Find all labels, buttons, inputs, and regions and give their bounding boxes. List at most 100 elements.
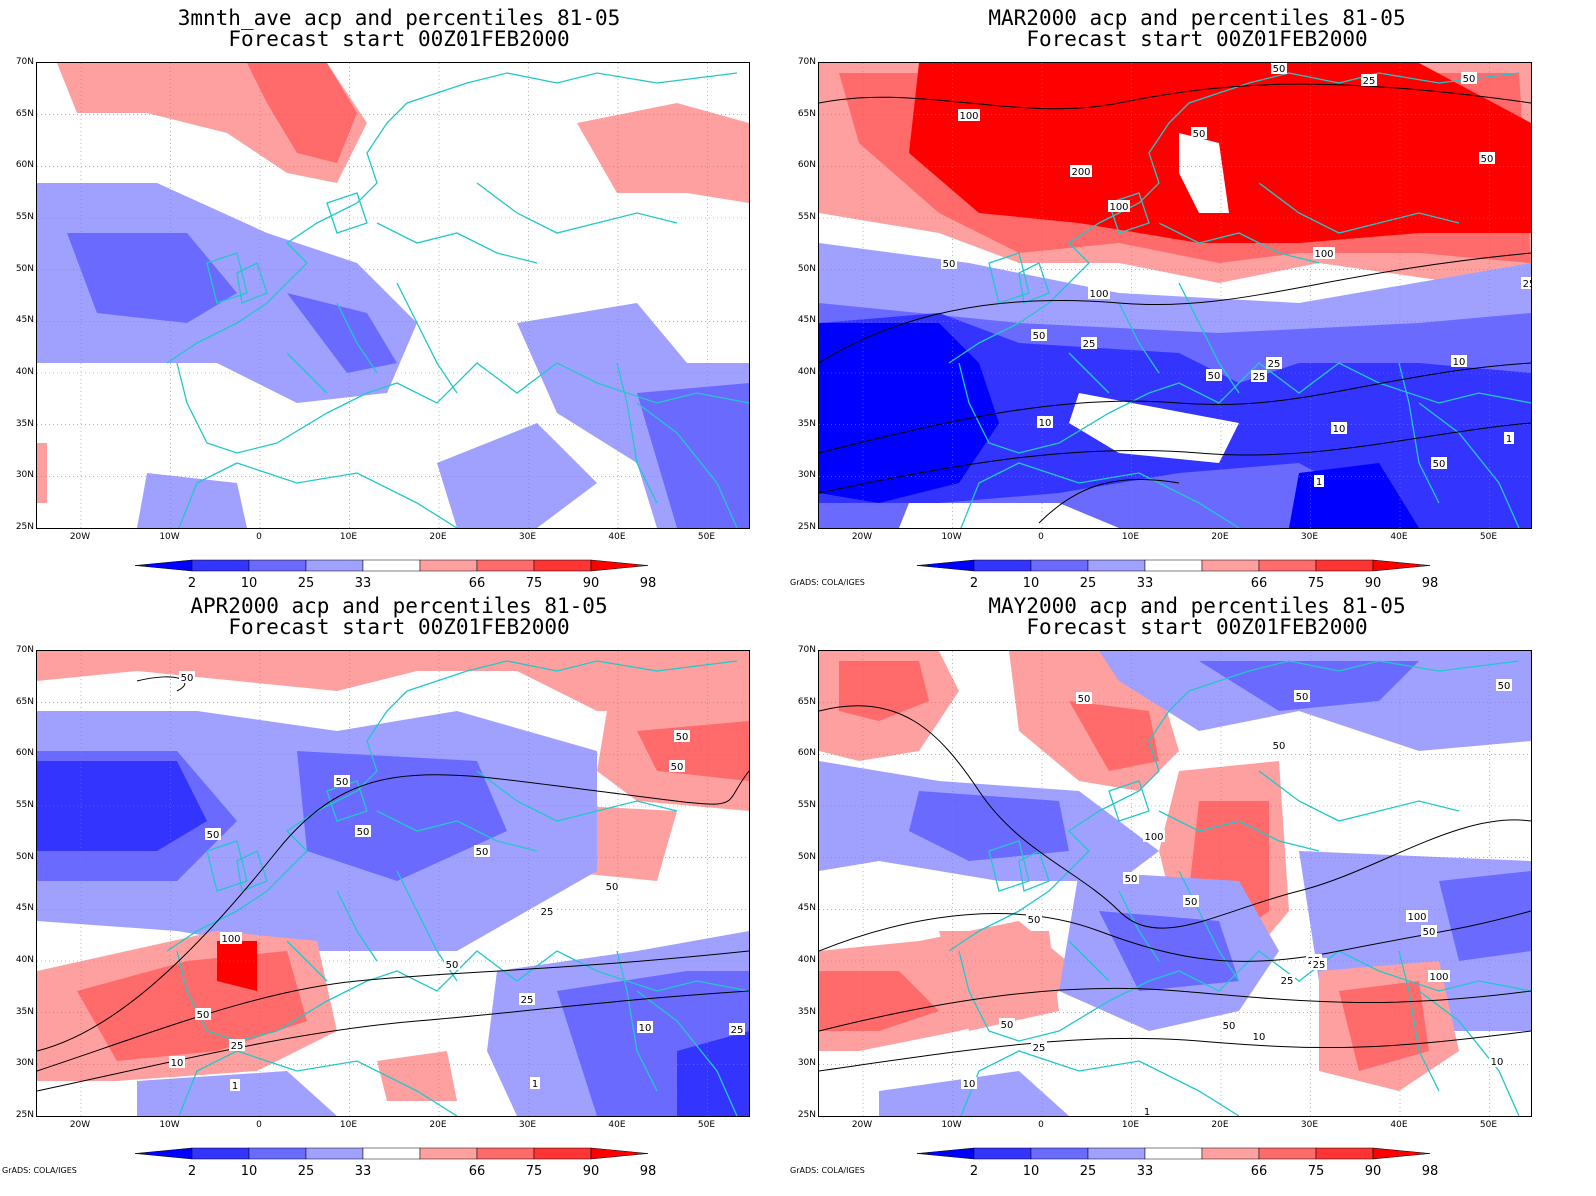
- lat-tick-label: 35N: [15, 1006, 34, 1017]
- contour-label: 50: [606, 882, 619, 893]
- coastline: [958, 950, 1531, 1042]
- panel-title: 3mnth_ave acp and percentiles 81-05: [177, 6, 621, 30]
- colorbar-segment: [973, 1147, 1032, 1160]
- colorbar-label: 33: [355, 1164, 372, 1179]
- contour-label-bg: [674, 730, 690, 742]
- lat-tick-label: 70N: [15, 645, 34, 655]
- lon-tick-label: 20W: [851, 1120, 873, 1130]
- shade-region: [37, 443, 47, 503]
- contour-label-bg: [961, 1077, 977, 1089]
- lat-tick-label: 35N: [15, 418, 34, 429]
- contour-label: 50: [1273, 64, 1286, 75]
- contour-label-bg: [205, 828, 221, 840]
- contour-label-bg: [669, 760, 685, 772]
- contour-label: 50: [446, 960, 459, 971]
- contour-line: [1038, 478, 1180, 524]
- shade-region: [939, 931, 1059, 1031]
- contour-label-bg: [1521, 277, 1531, 289]
- colorbar-segment: [419, 1147, 478, 1160]
- contour-label: 10: [963, 1079, 976, 1090]
- panel-subtitle: Forecast start 00Z01FEB2000: [1026, 27, 1368, 51]
- colorbar-label: 75: [526, 1164, 543, 1179]
- shade-region: [247, 63, 357, 163]
- contour-label: 25: [541, 907, 554, 918]
- colorbar-segment: [1030, 1147, 1089, 1160]
- contour-label: 100: [959, 111, 978, 122]
- contour-label-bg: [1428, 970, 1450, 982]
- colorbar-segment: [305, 559, 364, 572]
- shade-region: [819, 971, 939, 1031]
- contour-label: 50: [357, 827, 370, 838]
- contour-label-bg: [1479, 152, 1495, 164]
- colorbar-segment: [305, 1147, 364, 1160]
- coastline: [1018, 850, 1050, 892]
- contour-label: 50: [1433, 459, 1446, 470]
- map-frame: 5050505050501005010050255010025255025101…: [818, 650, 1532, 1117]
- contour-label: 50: [1498, 681, 1511, 692]
- contour-label: 50: [476, 847, 489, 858]
- contour-label-bg: [637, 1021, 653, 1033]
- contour-label: 1: [1144, 1107, 1150, 1116]
- lat-tick-label: 40N: [15, 955, 34, 965]
- contour-line: [37, 950, 749, 1072]
- lon-tick-label: 10W: [941, 532, 962, 542]
- colorbar-label: 66: [1251, 576, 1268, 591]
- lat-tick-label: 50N: [797, 263, 816, 274]
- contour-label-bg: [1221, 1019, 1237, 1031]
- lon-tick-label: 50E: [697, 532, 716, 542]
- colorbar-segment: [191, 1147, 250, 1160]
- lon-tick-label: 50E: [697, 1120, 716, 1130]
- shade-region: [377, 1051, 457, 1101]
- contour-label: 100: [221, 934, 240, 945]
- contour-label: 50: [1208, 371, 1221, 382]
- contour-label: 25: [731, 1025, 744, 1036]
- contour-label-bg: [1331, 422, 1347, 434]
- shade-region: [577, 103, 749, 203]
- lat-tick-label: 45N: [15, 315, 34, 326]
- contour-line: [819, 83, 1531, 110]
- contour-label: 25: [1083, 339, 1096, 350]
- shade-region: [899, 503, 1119, 528]
- panel-3mnth-ave: 3mnth_ave acp and percentiles 81-05 Fore…: [0, 0, 798, 598]
- contour-label: 25: [521, 995, 534, 1006]
- contour-label: 25: [1253, 372, 1266, 383]
- shade-region: [137, 473, 247, 528]
- contour-line: [37, 770, 749, 1052]
- contour-line: [37, 990, 749, 1092]
- contour-label-bg: [1271, 739, 1287, 751]
- contour-label-bg: [1361, 74, 1377, 86]
- colorbar-label: 66: [1251, 1164, 1268, 1179]
- lon-tick-label: 0: [1038, 1120, 1044, 1130]
- shade-region: [1339, 981, 1429, 1071]
- colorbar-label: 75: [526, 576, 543, 591]
- coastline: [336, 302, 378, 374]
- contour-label: 50: [336, 777, 349, 788]
- contour-label: 100: [1144, 832, 1163, 843]
- lon-tick-label: 30E: [518, 1120, 537, 1130]
- coastline: [206, 252, 248, 304]
- shade-region: [819, 323, 999, 503]
- colorbar-label: 98: [640, 576, 657, 591]
- contour-label-bg: [1031, 329, 1047, 341]
- panel-title: MAR2000 acp and percentiles 81-05: [988, 6, 1406, 30]
- lon-tick-label: 30E: [518, 532, 537, 542]
- shade-region: [1069, 701, 1159, 771]
- lon-tick-label: 20E: [1211, 1120, 1229, 1130]
- lat-tick-label: 55N: [15, 212, 34, 222]
- contour-line: [819, 705, 1531, 929]
- coastline: [326, 192, 368, 234]
- shade-region: [287, 293, 397, 373]
- colorbar-svg: 2 10 25 33 66 75 90 98: [134, 1147, 656, 1179]
- colorbar-label: 2: [188, 1164, 196, 1179]
- contour-label-bg: [229, 1039, 245, 1051]
- colorbar-segment: [419, 559, 478, 572]
- contour-label-bg: [1076, 692, 1092, 704]
- colorbar-segment: [1144, 1147, 1203, 1160]
- contour-line: [819, 252, 1531, 364]
- colorbar-segment: [191, 559, 250, 572]
- coastline: [636, 990, 738, 1116]
- contour-label: 25: [1268, 359, 1281, 370]
- colorbar-label: 25: [1080, 576, 1097, 591]
- panel-apr2000: APR2000 acp and percentiles 81-05 Foreca…: [0, 588, 798, 1186]
- lon-tick-label: 40E: [608, 532, 626, 542]
